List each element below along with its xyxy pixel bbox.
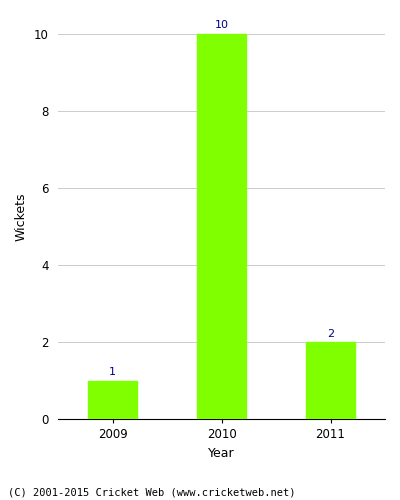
Bar: [306, 342, 355, 419]
Text: 10: 10: [214, 20, 228, 30]
Bar: [88, 381, 137, 420]
Text: 2: 2: [327, 328, 334, 338]
Text: 1: 1: [109, 367, 116, 377]
Bar: [197, 34, 246, 420]
X-axis label: Year: Year: [208, 447, 235, 460]
Y-axis label: Wickets: Wickets: [15, 193, 28, 242]
Text: (C) 2001-2015 Cricket Web (www.cricketweb.net): (C) 2001-2015 Cricket Web (www.cricketwe…: [8, 488, 296, 498]
